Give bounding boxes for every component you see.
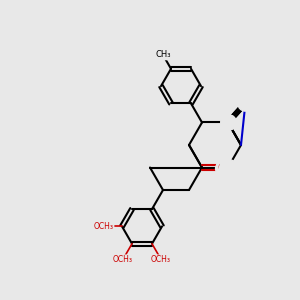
Text: OCH₃: OCH₃ — [94, 222, 114, 231]
Text: OCH₃: OCH₃ — [151, 255, 171, 264]
Text: O: O — [218, 163, 226, 172]
Text: OCH₃: OCH₃ — [113, 255, 133, 264]
Text: NH: NH — [220, 163, 236, 172]
Text: CH₃: CH₃ — [155, 50, 171, 59]
Text: N: N — [224, 118, 232, 128]
Text: N: N — [224, 118, 232, 128]
Text: N: N — [241, 98, 250, 108]
